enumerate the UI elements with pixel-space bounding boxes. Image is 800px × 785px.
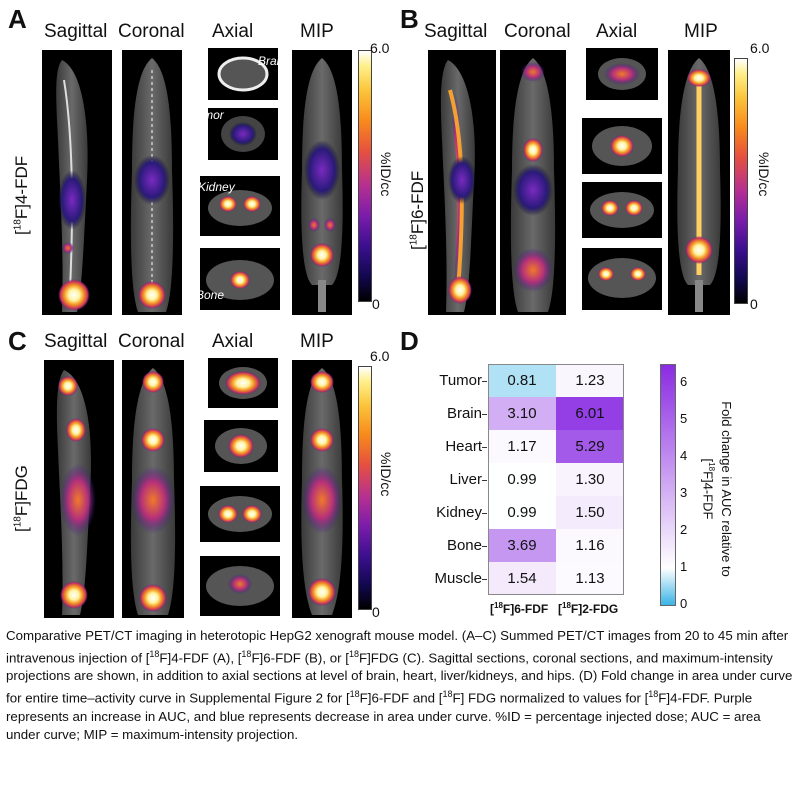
mip-scan [292,360,352,618]
panel-label: A [8,4,27,34]
heatmap-colorbar [660,364,676,606]
heatmap-cell: 3.10 [488,397,556,430]
heatmap-row-label: Brain [446,405,482,422]
heatmap-cell: 1.16 [556,529,624,562]
heatmap-colorbar-tick: 5 [680,411,688,427]
heatmap-row-label: Kidney [436,504,482,521]
colorbar-unit: %ID/cc [378,152,394,197]
panel-label: D [400,326,419,356]
heatmap-row-tick [482,578,487,580]
panel-label: B [400,4,419,34]
heatmap-cell: 0.99 [488,496,556,529]
heatmap-cell: 0.81 [488,364,556,397]
heatmap-cell: 1.30 [556,463,624,496]
header-coronal: Coronal [504,21,571,42]
mip-scan [292,50,352,315]
header-sagittal: Sagittal [424,21,488,42]
header-mip: MIP [300,331,334,352]
panel-c: C Sagittal Coronal Axial MIP [18F]FDG [0,322,400,624]
heatmap-frame [488,364,624,595]
sagittal-scan [428,50,496,315]
panel-a: A Sagittal Coronal Axial MIP [18F]4-FDF … [0,0,400,320]
header-axial: Axial [212,21,254,42]
header-mip: MIP [300,21,334,42]
header-coronal: Coronal [118,331,185,352]
heatmap-row-tick [482,545,487,547]
organ-label-bone: Bone [196,288,225,302]
heatmap-colorbar-tick: 6 [680,374,688,390]
heatmap-cell: 1.13 [556,562,624,595]
heatmap-colorbar-tick: 0 [680,596,688,611]
sagittal-scan [44,360,114,618]
colorbar-min: 0 [372,296,380,312]
header-axial: Axial [596,21,638,42]
heatmap-cell: 3.69 [488,529,556,562]
heatmap-row-label: Bone [446,537,482,554]
heatmap-row-label: Muscle [434,570,482,587]
colorbar-max: 6.0 [370,40,390,56]
organ-label-kidney: Kidney [198,180,235,194]
heatmap-cell: 1.23 [556,364,624,397]
heatmap-row-label: Liver [449,471,482,488]
heatmap-cell: 1.50 [556,496,624,529]
heatmap-row-label: Heart [445,438,482,455]
heatmap-column-label: [18F]2-FDG [558,601,619,616]
sagittal-scan [42,50,112,315]
tracer-label: [18F]6-FDF [408,170,427,250]
header-sagittal: Sagittal [44,21,108,42]
heatmap-row-tick [482,512,487,514]
mip-scan [668,50,730,315]
coronal-scan [500,50,566,315]
colorbar [358,366,372,610]
organ-label-heart: Heart [256,158,286,172]
heatmap-colorbar-tick: 2 [680,522,688,538]
header-axial: Axial [212,331,254,352]
axial-scans [200,48,280,310]
axial-scans [200,358,280,616]
heatmap-row-tick [482,479,487,481]
colorbar [358,50,372,302]
tracer-label: [18F]4-FDF [12,155,31,235]
figure-caption: Comparative PET/CT imaging in heterotopi… [6,628,793,742]
tracer-label: [18F]FDG [12,465,31,532]
header-mip: MIP [684,21,718,42]
heatmap-cell: 6.01 [556,397,624,430]
colorbar-max: 6.0 [370,348,390,364]
colorbar-max: 6.0 [750,40,770,56]
heatmap: Tumor 0.81 1.23 Brain 3.10 6.01 Heart 1.17 5.29 L… [400,322,800,624]
heatmap-colorbar-tick: 1 [680,559,688,575]
colorbar-unit: %ID/cc [378,452,394,497]
colorbar-min: 0 [750,296,758,312]
heatmap-row-tick [482,380,487,382]
colorbar [734,58,748,304]
heatmap-cell: 1.17 [488,430,556,463]
heatmap-cell: 0.99 [488,463,556,496]
heatmap-row-label: Tumor [439,372,482,389]
axial-scans [582,48,662,310]
heatmap-row-tick [482,413,487,415]
coronal-scan [122,360,184,618]
organ-label-brain: Brain [258,54,287,68]
colorbar-min: 0 [372,604,380,620]
header-sagittal: Sagittal [44,331,108,352]
panel-b: B Sagittal Coronal Axial MIP [18F]6-FDF [400,0,800,320]
panel-d: D Tumor 0.81 1.23 Brain 3.10 6.01 Heart 1.17 5.2… [400,322,800,624]
heatmap-colorbar-label: Fold change in AUC relative to [18F]4-FD… [700,401,734,577]
heatmap-colorbar-tick: 4 [680,448,688,464]
heatmap-cell: 1.54 [488,562,556,595]
organ-label-tumor: Tumor [190,108,224,122]
heatmap-cell: 5.29 [556,430,624,463]
heatmap-row-tick [482,446,487,448]
colorbar-unit: %ID/cc [756,152,772,197]
coronal-scan [122,50,182,315]
header-coronal: Coronal [118,21,185,42]
heatmap-colorbar-tick: 3 [680,485,688,501]
heatmap-column-label: [18F]6-FDF [490,601,549,616]
panel-label: C [8,326,27,356]
